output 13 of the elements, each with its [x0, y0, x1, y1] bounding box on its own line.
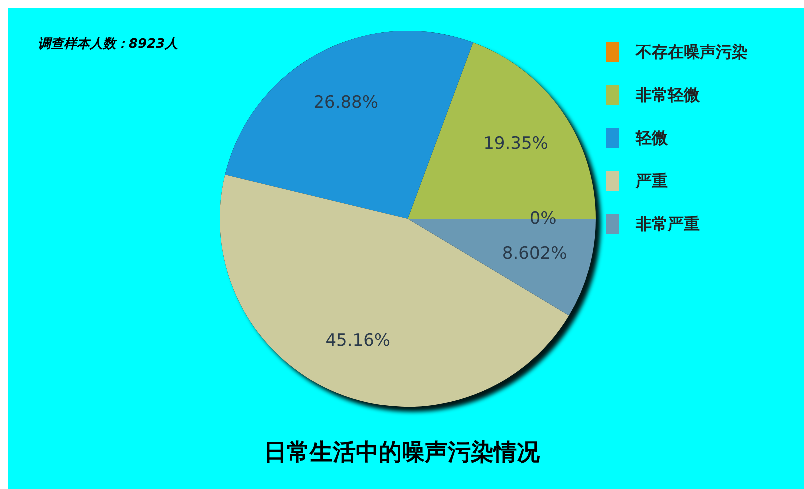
- legend-label: 轻微: [635, 128, 669, 148]
- data-label: 45.16%: [326, 330, 391, 351]
- data-label: 8.602%: [502, 244, 568, 264]
- legend-label: 不存在噪声污染: [635, 42, 748, 62]
- text: 调查样本人数：8923人: [38, 37, 178, 52]
- legend-label: 严重: [635, 172, 668, 190]
- legend-label: 非常严重: [635, 214, 700, 234]
- data-label: 26.88%: [314, 92, 379, 113]
- text: 日常生活中的噪声污染情况: [264, 440, 541, 466]
- data-label: 19.35%: [484, 134, 548, 154]
- pie-slice: [220, 174, 570, 407]
- legend-label: 非常轻微: [635, 86, 701, 104]
- pie-slice: [225, 31, 474, 219]
